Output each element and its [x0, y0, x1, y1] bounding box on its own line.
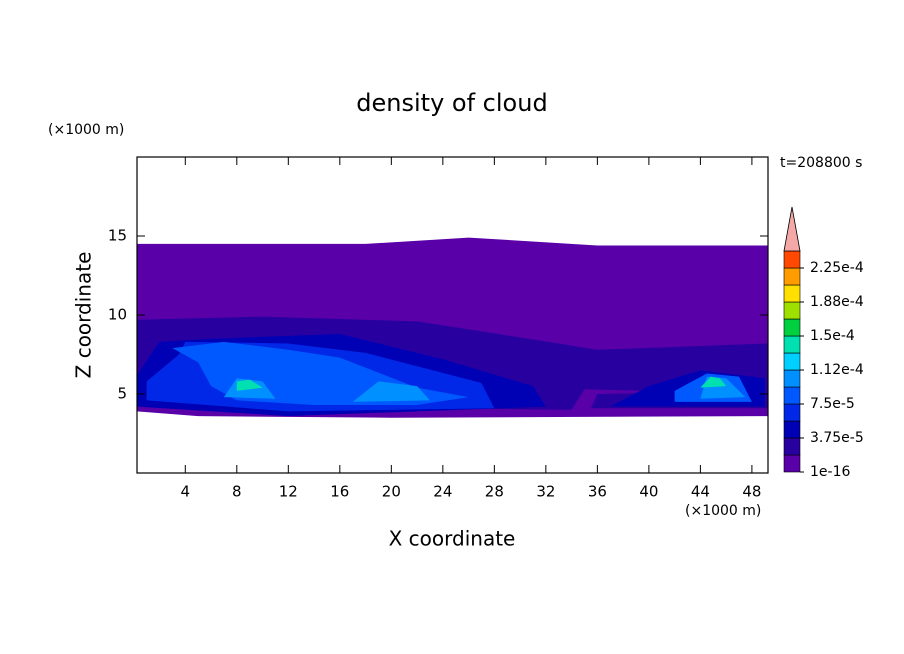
- colorbar-bin: [783, 369, 801, 388]
- y-tick-label: 10: [108, 306, 127, 324]
- colorbar-tick-label: 1.5e-4: [810, 328, 855, 344]
- x-tick-label: 44: [691, 483, 710, 501]
- colorbar-bin: [783, 352, 801, 371]
- colorbar-bin: [783, 437, 801, 456]
- colorbar-bin: [783, 420, 801, 439]
- x-axis-label: X coordinate: [389, 527, 516, 551]
- colorbar-bin: [783, 335, 801, 354]
- x-tick-label: 32: [536, 483, 555, 501]
- colorbar-bin: [783, 403, 801, 422]
- y-unit: (×1000 m): [48, 122, 124, 138]
- colorbar-tick-label: 1e-16: [810, 464, 850, 480]
- x-tick-label: 20: [382, 483, 401, 501]
- colorbar-extend: [783, 206, 801, 252]
- x-tick-label: 48: [742, 483, 761, 501]
- annotation: t=208800 s: [780, 155, 862, 171]
- colorbar-bin: [783, 386, 801, 405]
- x-tick-label: 40: [639, 483, 658, 501]
- colorbar-bin: [783, 284, 801, 303]
- y-tick-label: 5: [117, 385, 127, 403]
- colorbar-bin: [783, 267, 801, 286]
- x-tick-label: 24: [433, 483, 452, 501]
- colorbar-tick-label: 2.25e-4: [810, 260, 864, 276]
- colorbar-tick-label: 7.5e-5: [810, 396, 855, 412]
- colorbar-bin: [783, 250, 801, 269]
- x-tick-label: 28: [485, 483, 504, 501]
- colorbar-bin: [783, 301, 801, 320]
- x-unit: (×1000 m): [685, 503, 761, 519]
- x-tick-label: 8: [232, 483, 242, 501]
- x-tick-label: 12: [279, 483, 298, 501]
- y-tick-label: 15: [108, 227, 127, 245]
- colorbar-tick-label: 1.12e-4: [810, 362, 864, 378]
- x-tick-label: 16: [330, 483, 349, 501]
- contour-fill: [352, 381, 430, 402]
- colorbar-bin: [783, 318, 801, 337]
- contour-fill: [700, 376, 727, 388]
- x-tick-label: 4: [181, 483, 191, 501]
- y-axis-label: Z coordinate: [72, 252, 96, 379]
- x-tick-label: 36: [588, 483, 607, 501]
- chart-title: density of cloud: [356, 89, 547, 117]
- contour-fill: [236, 379, 263, 391]
- colorbar-tick-label: 1.88e-4: [810, 294, 864, 310]
- colorbar-bin: [783, 454, 801, 473]
- contour-field: [137, 237, 768, 418]
- colorbar-tick-label: 3.75e-5: [810, 430, 864, 446]
